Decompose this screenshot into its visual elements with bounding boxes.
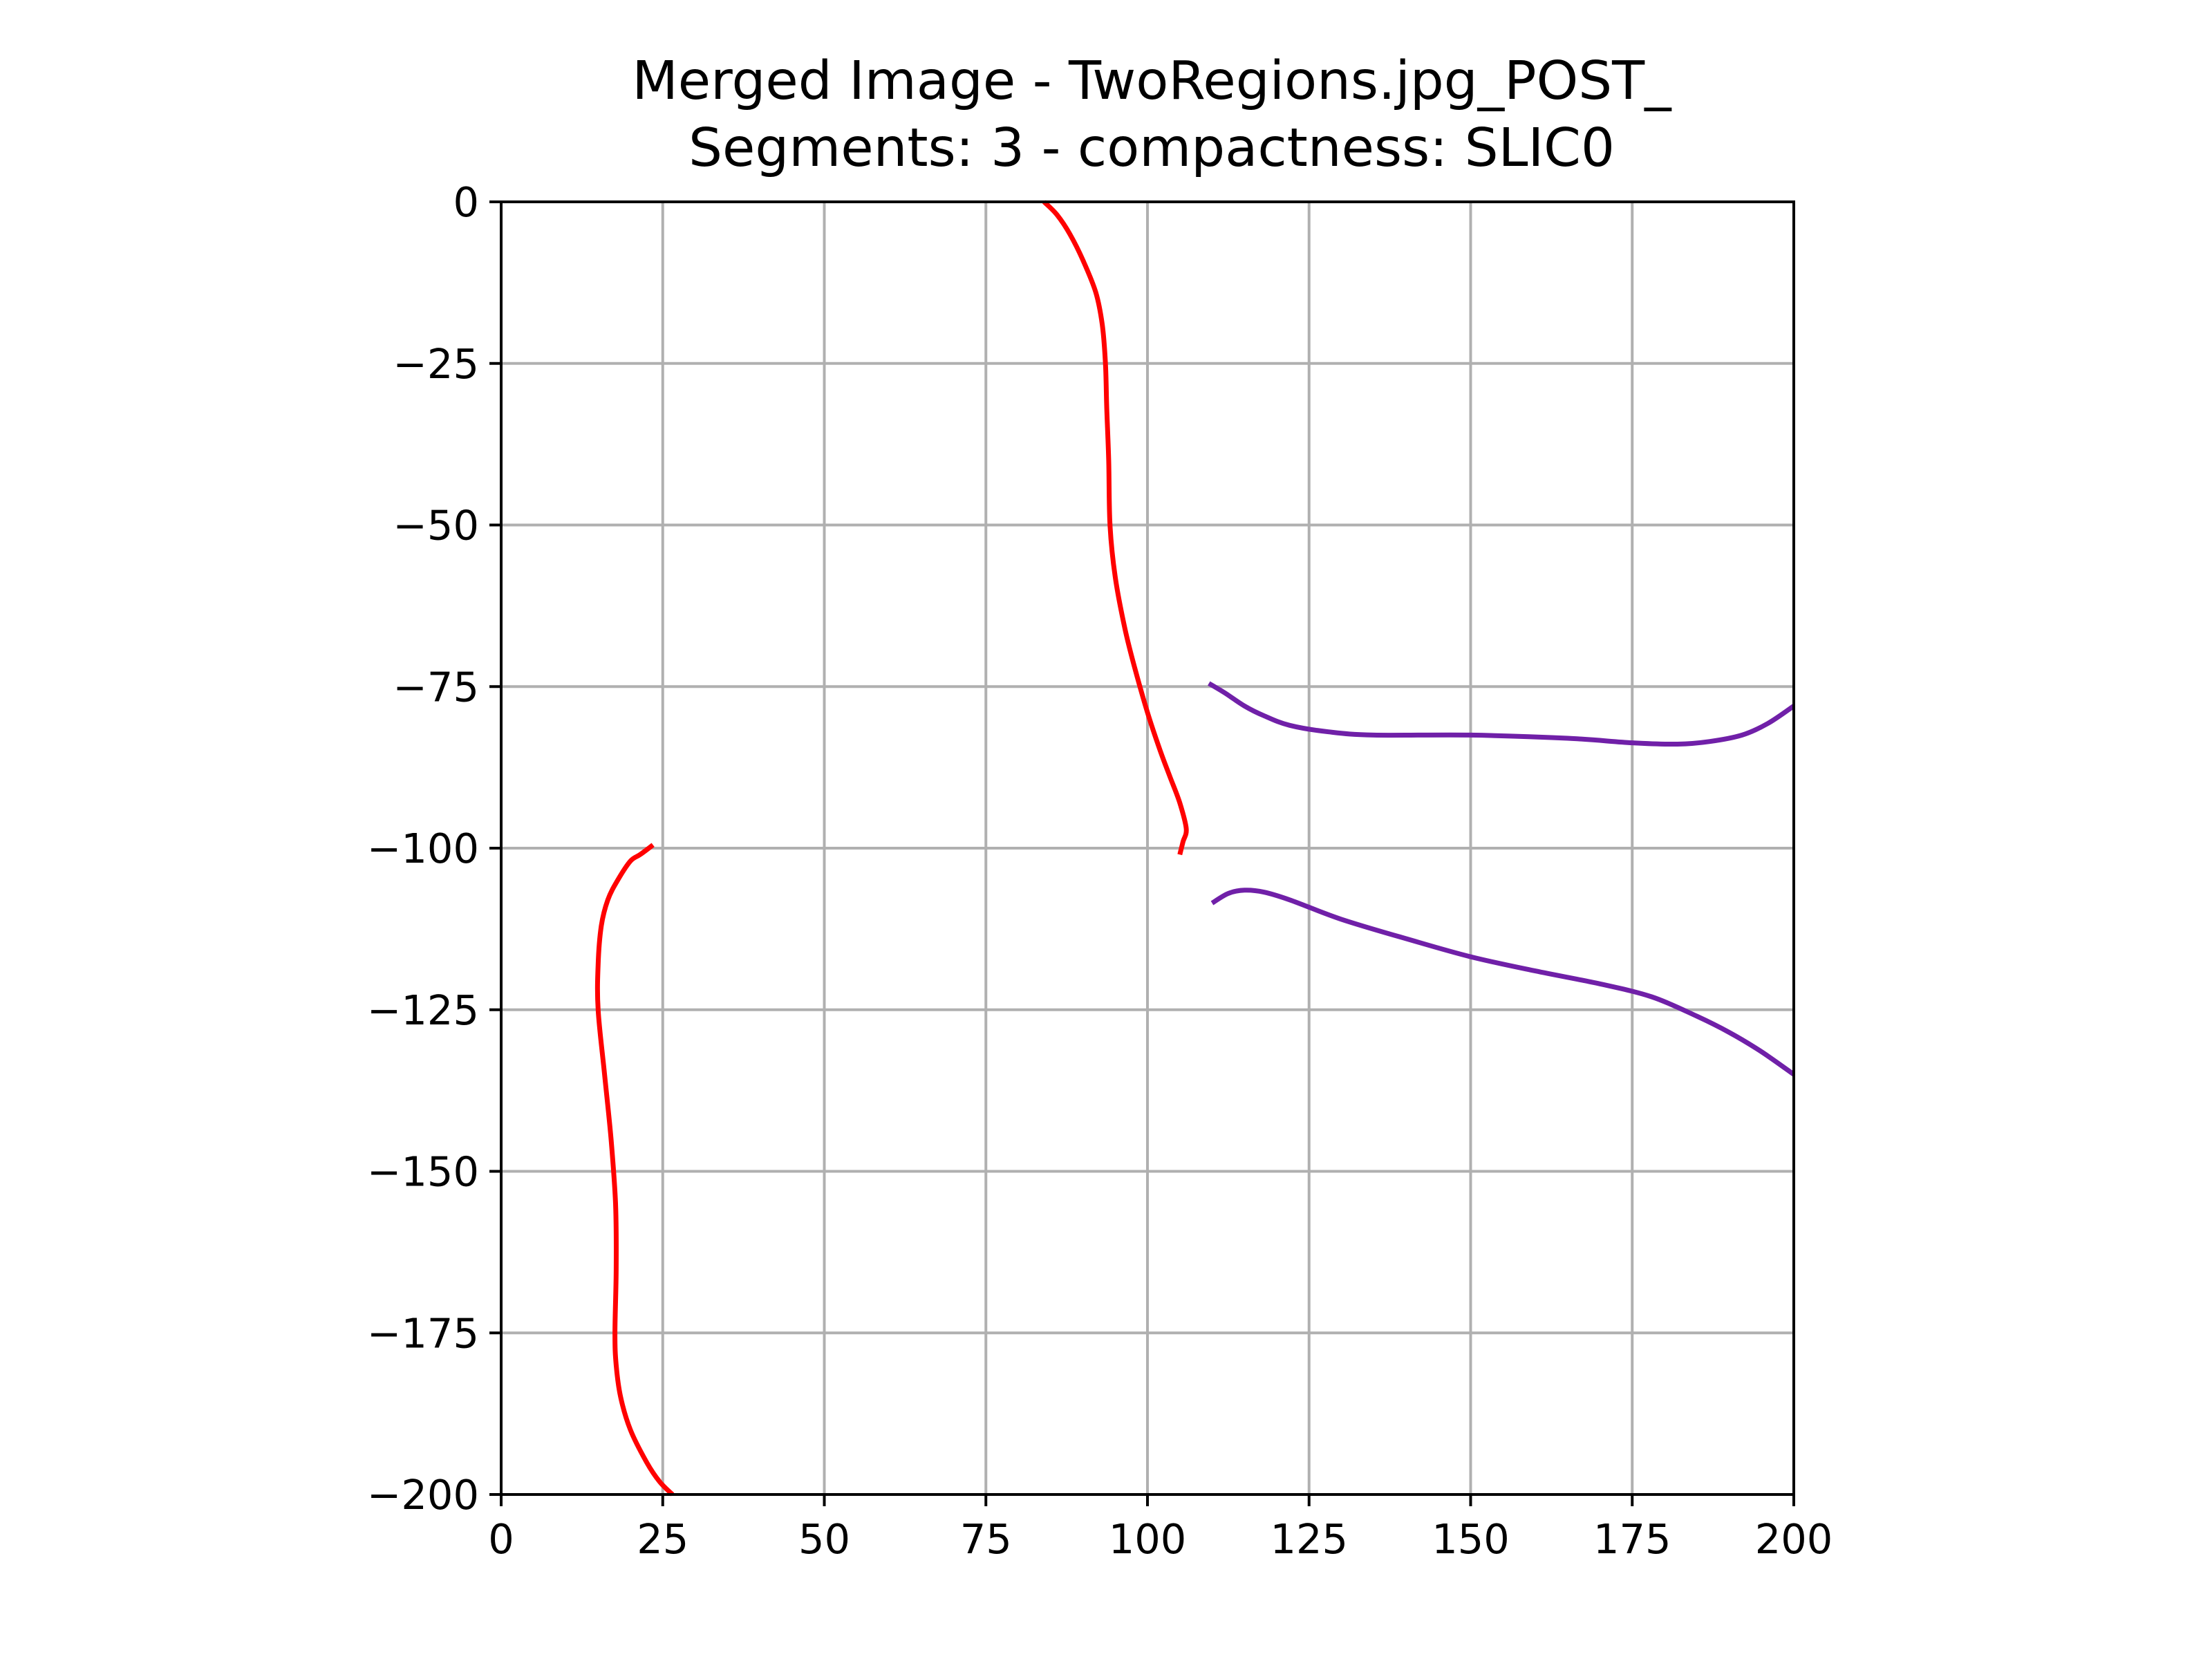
x-tick-label: 200 [1755, 1515, 1833, 1563]
chart-title: Merged Image - TwoRegions.jpg_POST_ [632, 50, 1672, 112]
chart-subtitle: Segments: 3 - compactness: SLIC0 [688, 118, 1615, 179]
y-tick-label: 0 [453, 178, 479, 226]
y-tick-label: −150 [367, 1148, 479, 1196]
y-tick-label: −175 [367, 1309, 479, 1357]
y-tick-label: −100 [367, 825, 479, 872]
y-tick-label: −125 [367, 986, 479, 1034]
x-axis: 0 25 50 75 100 125 150 175 200 [488, 1494, 1833, 1563]
boundary-line-2 [594, 843, 675, 1497]
x-tick-label: 125 [1270, 1515, 1348, 1563]
series-group [594, 200, 1796, 1497]
x-tick-label: 175 [1593, 1515, 1671, 1563]
x-tick-label: 50 [798, 1515, 850, 1563]
y-tick-label: −200 [367, 1471, 479, 1519]
y-tick-label: −75 [393, 663, 479, 711]
y-axis: 0 −25 −50 −75 −100 −125 −150 −175 −200 [367, 178, 501, 1519]
x-tick-label: 75 [960, 1515, 1012, 1563]
x-tick-label: 100 [1109, 1515, 1187, 1563]
x-tick-label: 150 [1432, 1515, 1510, 1563]
y-tick-label: −25 [393, 340, 479, 388]
boundary-line-4 [1210, 888, 1796, 1077]
boundary-line-1 [1042, 200, 1189, 856]
boundary-line-3 [1208, 681, 1795, 747]
y-tick-label: −50 [393, 502, 479, 550]
x-tick-label: 25 [637, 1515, 688, 1563]
x-tick-label: 0 [488, 1515, 514, 1563]
